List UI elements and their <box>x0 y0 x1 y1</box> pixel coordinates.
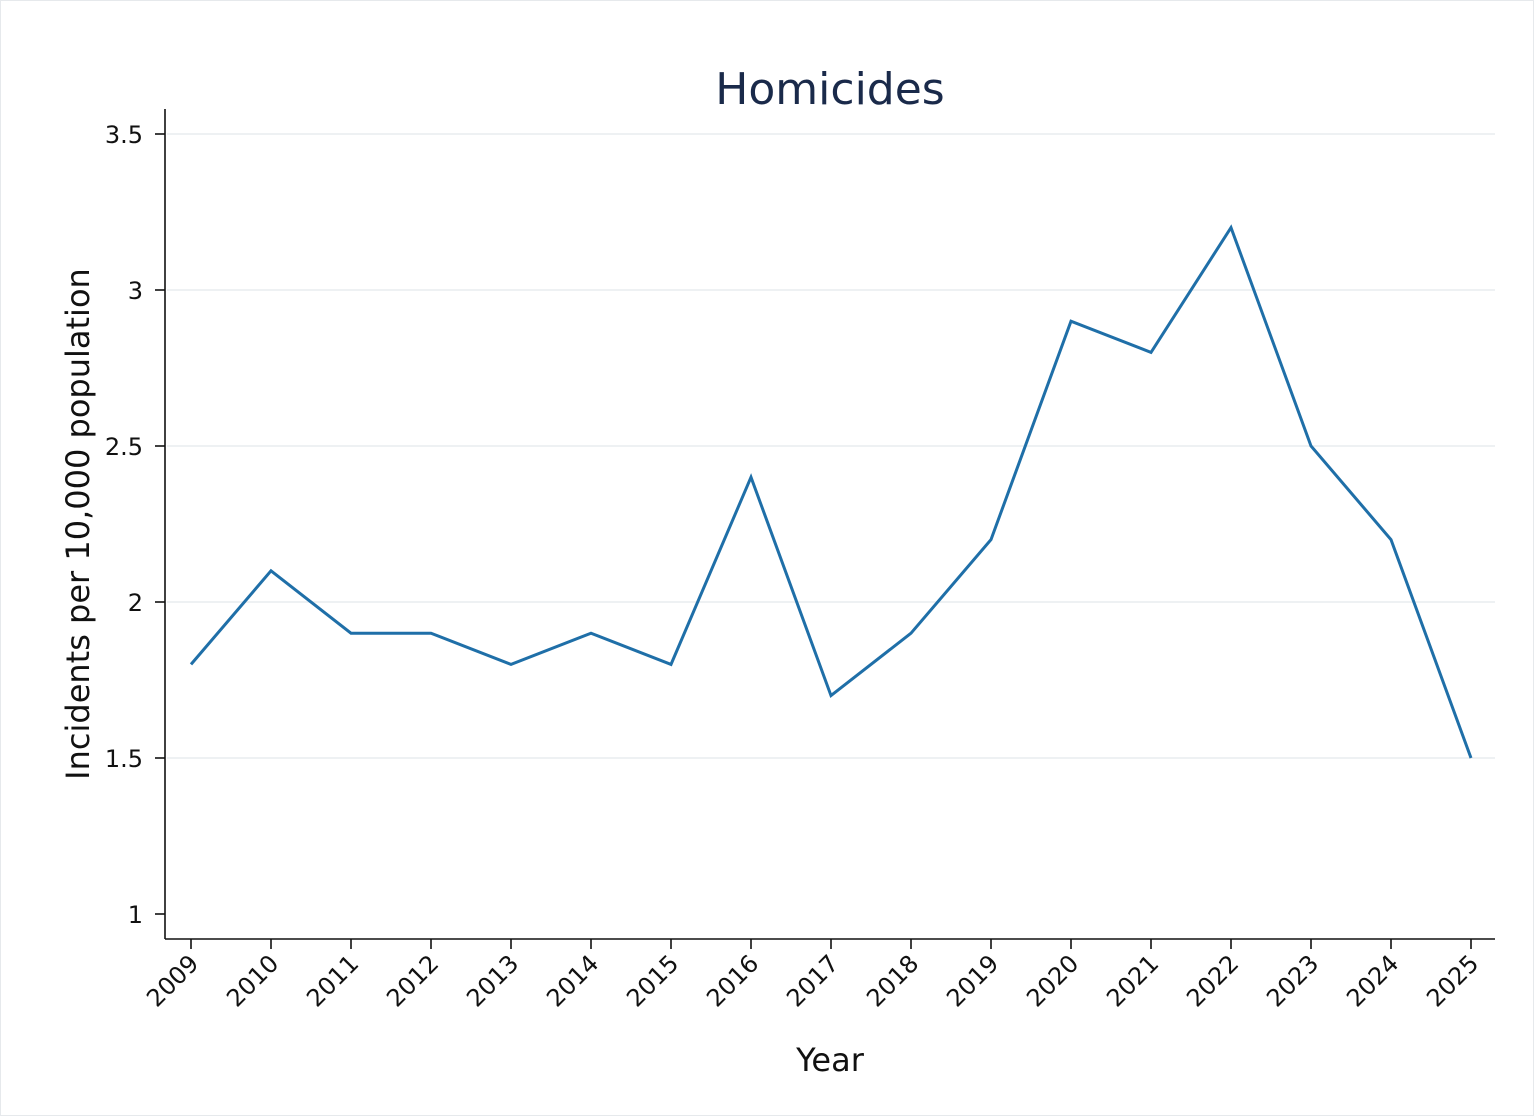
x-tick-label: 2014 <box>541 949 604 1012</box>
y-tick-label: 3.5 <box>105 121 143 149</box>
x-tick-label: 2009 <box>141 949 204 1012</box>
x-tick-label: 2023 <box>1261 949 1324 1012</box>
x-tick-label: 2015 <box>621 949 684 1012</box>
x-tick-label: 2017 <box>781 949 844 1012</box>
chart-title: Homicides <box>715 64 944 115</box>
x-tick-label: 2022 <box>1181 949 1244 1012</box>
x-tick-label: 2024 <box>1341 949 1404 1012</box>
x-tick-label: 2021 <box>1101 949 1164 1012</box>
y-tick-label: 1 <box>128 901 143 929</box>
x-tick-label: 2018 <box>861 949 924 1012</box>
x-ticks: 2009 2010 2011 2012 2013 2014 2015 2016 2017 2018… <box>141 939 1484 1012</box>
gridlines <box>167 133 1495 759</box>
series <box>189 224 1473 759</box>
y-axis-label: Incidents per 10,000 population <box>59 268 97 780</box>
series-line <box>189 224 1473 759</box>
x-tick-label: 2010 <box>221 949 284 1012</box>
y-ticks: 1 1.5 2 2.5 3 3.5 <box>105 121 165 929</box>
y-tick-label: 3 <box>128 277 143 305</box>
axes <box>164 109 1495 940</box>
x-tick-label: 2013 <box>461 949 524 1012</box>
x-tick-label: 2011 <box>301 949 364 1012</box>
x-tick-label: 2025 <box>1421 949 1484 1012</box>
x-tick-label: 2019 <box>941 949 1004 1012</box>
y-tick-label: 1.5 <box>105 745 143 773</box>
x-tick-label: 2016 <box>701 949 764 1012</box>
y-tick-label: 2.5 <box>105 433 143 461</box>
x-axis-label: Year <box>795 1041 865 1079</box>
x-tick-label: 2020 <box>1021 949 1084 1012</box>
x-tick-label: 2012 <box>381 949 444 1012</box>
y-tick-label: 2 <box>128 589 143 617</box>
